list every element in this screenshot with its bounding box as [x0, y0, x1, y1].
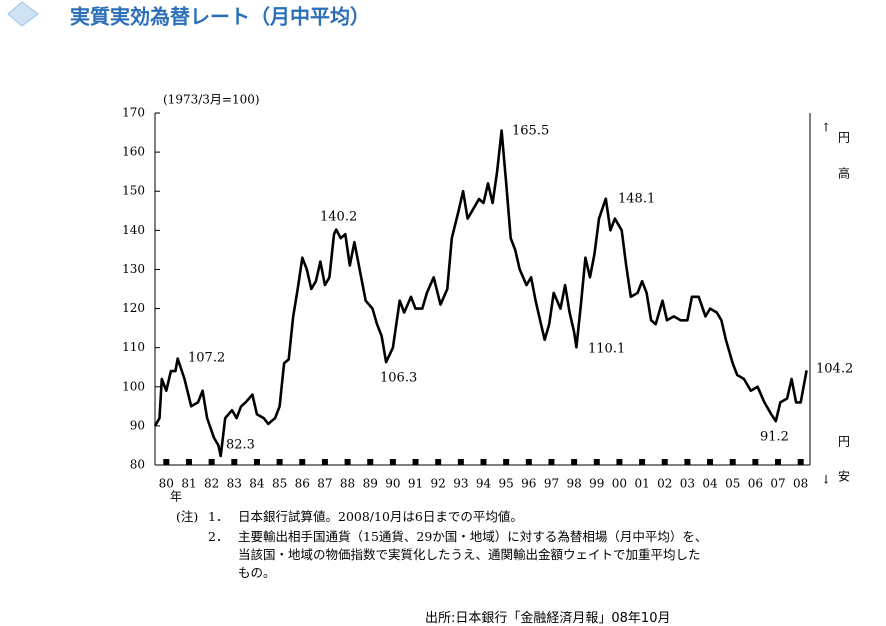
y-tick-label: 130 — [122, 262, 145, 276]
x-tick — [321, 459, 328, 465]
y-tick-label: 170 — [122, 106, 145, 120]
side-label: ↑ — [821, 121, 831, 135]
x-tick-label: 92 — [431, 477, 446, 491]
x-tick — [412, 459, 419, 465]
x-tick-label: 96 — [521, 477, 536, 491]
source: 出所:日本銀行「金融経済月報」08年10月 — [425, 610, 670, 626]
x-tick-label: 91 — [408, 477, 423, 491]
x-tick — [639, 459, 646, 465]
x-tick-label: 97 — [544, 477, 559, 491]
x-tick-label: 06 — [748, 477, 763, 491]
x-tick — [344, 459, 351, 465]
y-tick-label: 150 — [122, 184, 145, 198]
annotation: 104.2 — [816, 362, 853, 377]
x-tick — [525, 459, 532, 465]
title-icon — [7, 1, 39, 27]
x-tick — [457, 459, 464, 465]
x-tick — [389, 459, 396, 465]
side-label: 高 — [838, 166, 850, 181]
line — [153, 129, 808, 458]
x-tick — [503, 459, 510, 465]
note: 1． — [208, 509, 228, 524]
y-tick-label: 160 — [122, 145, 145, 159]
x-tick — [616, 459, 623, 465]
x-tick-label: 03 — [680, 477, 695, 491]
x-tick-label: 05 — [725, 477, 740, 491]
side-label: 円 — [838, 435, 850, 449]
x-tick — [231, 459, 238, 465]
x-tick-label: 90 — [385, 477, 400, 491]
x-tick — [435, 459, 442, 465]
note: もの。 — [238, 565, 276, 580]
x-axis-label: 年 — [170, 490, 182, 504]
note: 当該国・地域の物価指数で実質化したうえ、通関輸出金額ウェイトで加重平均した — [238, 547, 701, 562]
annotation: 91.2 — [760, 430, 789, 445]
x-tick — [684, 459, 691, 465]
y-tick-label: 80 — [130, 458, 145, 472]
x-tick — [593, 459, 600, 465]
side-label: 安 — [838, 469, 850, 484]
annotation: 110.1 — [588, 342, 625, 357]
y-tick-label: 90 — [130, 418, 145, 432]
x-tick-label: 98 — [566, 477, 581, 491]
annotation: 82.3 — [226, 438, 255, 453]
x-tick-label: 82 — [204, 477, 219, 491]
x-tick — [276, 459, 283, 465]
x-tick-label: 85 — [272, 477, 287, 491]
note: 2． — [208, 529, 228, 544]
x-tick — [253, 459, 260, 465]
x-tick — [480, 459, 487, 465]
x-tick-label: 80 — [159, 477, 174, 491]
x-tick-label: 81 — [181, 477, 196, 491]
annotation: 140.2 — [320, 210, 357, 225]
x-tick-label: 84 — [249, 477, 265, 491]
annotation: 148.1 — [618, 192, 655, 207]
x-tick-label: 00 — [612, 477, 627, 491]
x-tick-label: 04 — [702, 477, 718, 491]
side-label: 円 — [838, 131, 850, 145]
y-tick-label: 110 — [122, 340, 145, 354]
x-tick-label: 01 — [634, 477, 649, 491]
x-tick — [775, 459, 782, 465]
x-tick — [548, 459, 555, 465]
y-tick-label: 100 — [122, 379, 145, 393]
x-tick-label: 89 — [363, 477, 378, 491]
x-tick — [797, 459, 804, 465]
x-tick — [367, 459, 374, 465]
x-tick-label: 08 — [793, 477, 808, 491]
x-tick — [752, 459, 759, 465]
annotation: 165.5 — [512, 124, 549, 139]
chart-title: 実質実効為替レート（月中平均） — [70, 5, 370, 29]
x-tick — [729, 459, 736, 465]
x-tick — [707, 459, 714, 465]
x-tick-label: 93 — [453, 477, 468, 491]
x-tick-label: 95 — [499, 477, 514, 491]
x-tick-label: 99 — [589, 477, 604, 491]
x-tick — [185, 459, 192, 465]
annotation: 107.2 — [188, 351, 225, 366]
x-tick — [163, 459, 170, 465]
x-tick-label: 88 — [340, 477, 355, 491]
x-tick-label: 83 — [227, 477, 242, 491]
y-tick-label: 140 — [122, 223, 145, 237]
x-tick — [299, 459, 306, 465]
x-tick — [571, 459, 578, 465]
x-tick — [661, 459, 668, 465]
x-tick — [208, 459, 215, 465]
x-tick-label: 02 — [657, 477, 672, 491]
x-tick-label: 07 — [770, 477, 785, 491]
note: (注) — [176, 509, 198, 524]
note: 日本銀行試算値。2008/10月は6日までの平均値。 — [238, 509, 523, 524]
x-tick-label: 87 — [317, 477, 332, 491]
side-label: ↓ — [821, 473, 831, 487]
x-tick-label: 94 — [476, 477, 492, 491]
x-tick-label: 86 — [295, 477, 310, 491]
y-tick-label: 120 — [122, 301, 145, 315]
y-axis-label: (1973/3月=100) — [163, 93, 260, 107]
annotation: 106.3 — [380, 371, 417, 386]
note: 主要輸出相手国通貨（15通貨、29か国・地域）に対する為替相場（月中平均）を、 — [238, 529, 707, 544]
